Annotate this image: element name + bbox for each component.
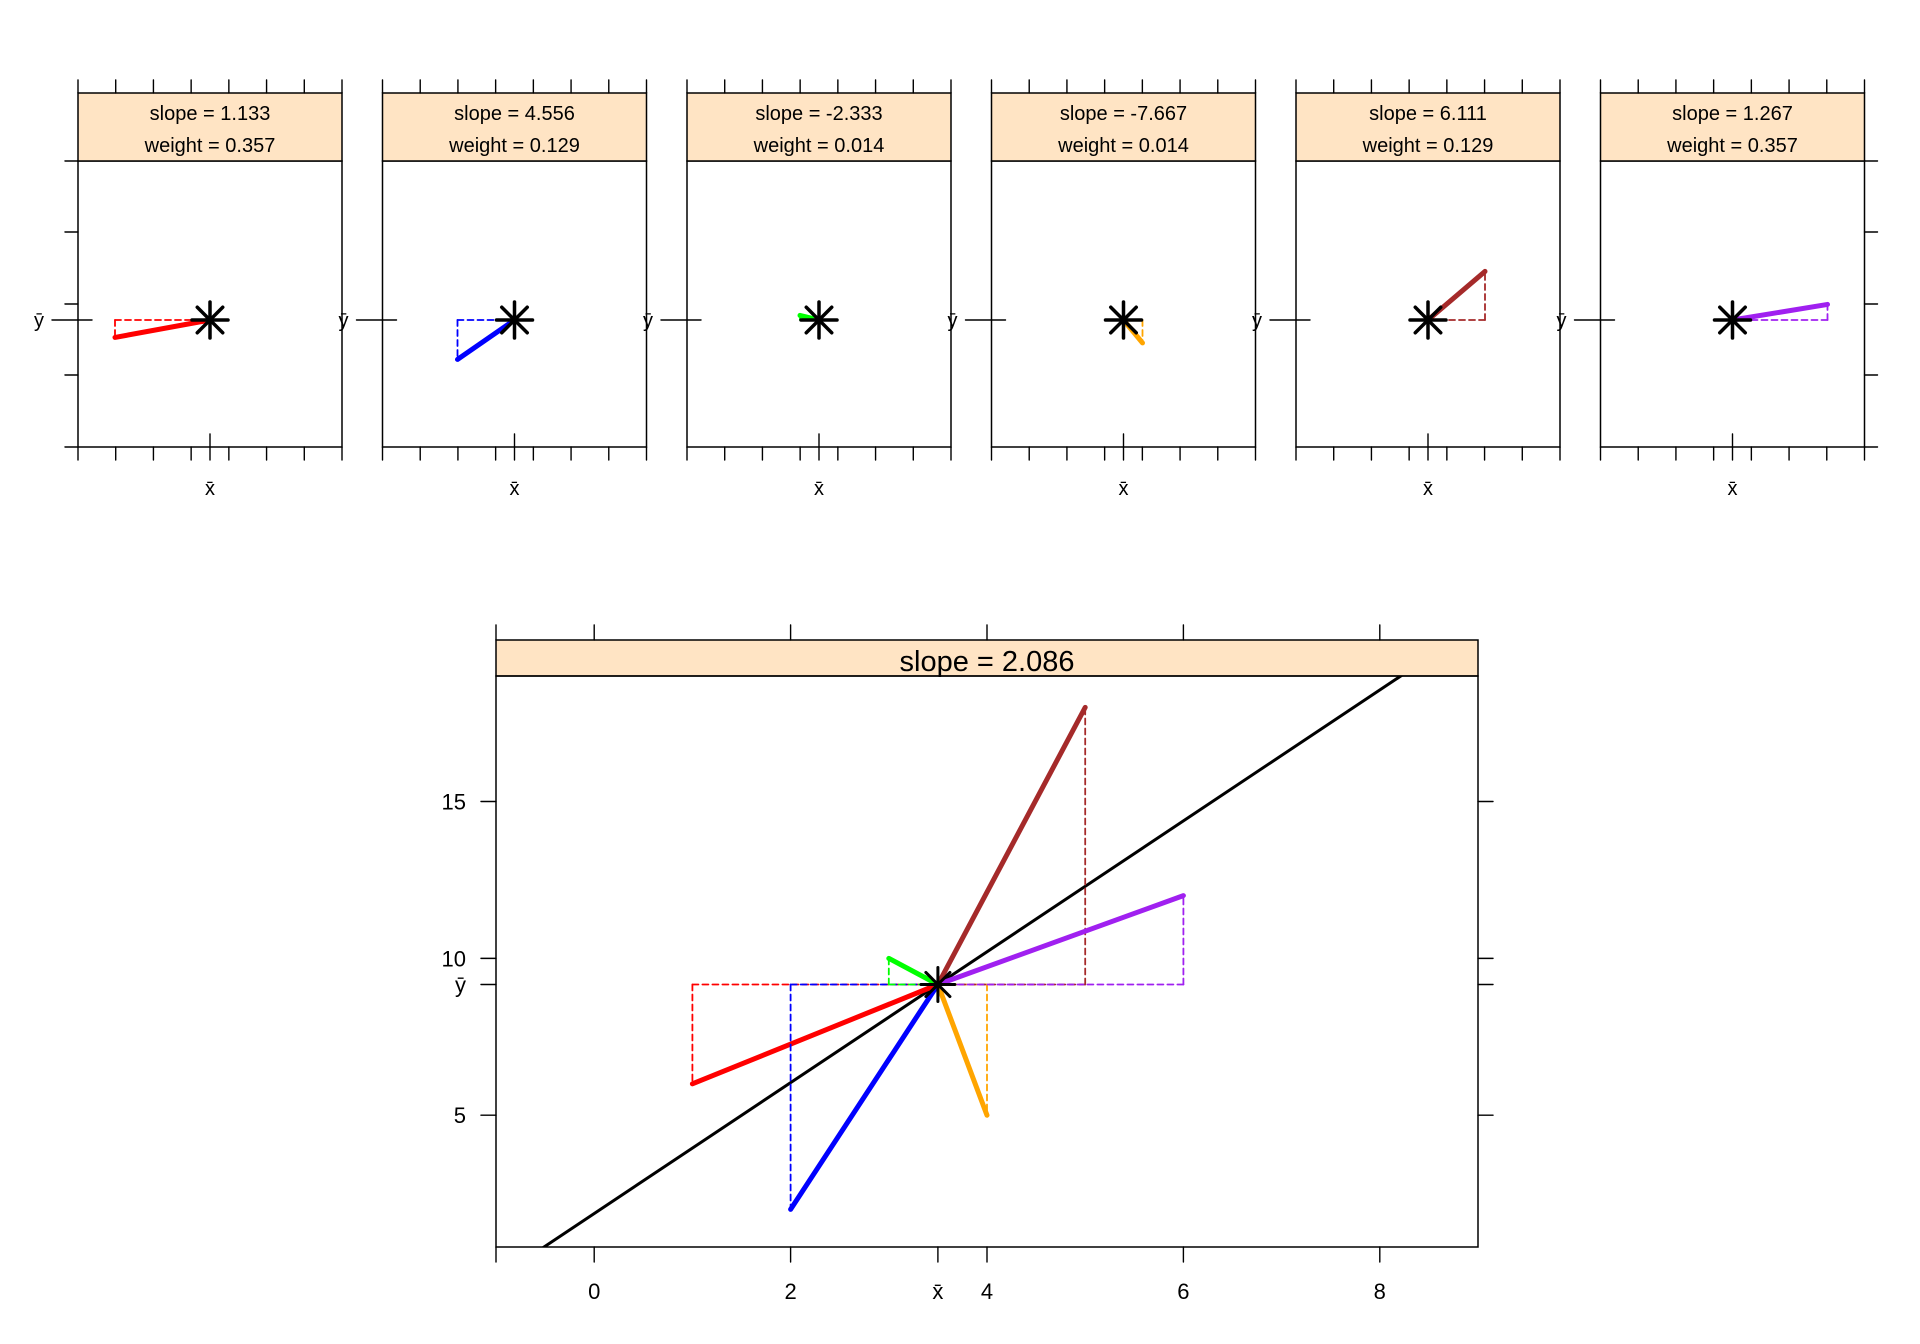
x-tick-label: 0 [588,1279,600,1304]
center-star-stroke [924,970,952,999]
combined-axes: 0 2 4 6 8 5 10 15 x̄ ȳ [442,624,1494,1304]
center-star-stroke [1413,305,1443,335]
panel-strip [1599,92,1866,162]
strip-slope-label: slope = 6.111 [1369,103,1487,125]
panel-strip [381,92,648,162]
center-star-stroke [195,305,225,335]
slope-segment [935,893,1186,987]
fitted-slope-line [541,676,1404,1247]
strip-weight-label: weight = 0.129 [1362,135,1494,157]
slope-segment [788,981,941,1212]
center-star-stroke [1109,305,1138,335]
panel-strip [990,92,1257,162]
series-point-5 [935,704,1088,987]
combined-strip [495,639,1479,677]
center-star [1712,300,1753,340]
center-star [799,300,839,340]
series-point-4 [935,981,990,1118]
strip-weight-label: weight = 0.357 [1666,135,1798,157]
ybar-label: ȳ [1252,310,1262,332]
slope-segment [886,955,941,987]
panel-ticks [660,79,952,461]
strip-weight-label: weight = 0.014 [1057,135,1189,157]
series-point-3 [886,955,941,987]
small-panel-4: slope = -7.667 weight = 0.014 x̄ ȳ [948,79,1257,500]
x-tick-label: 6 [1177,1279,1189,1304]
xbar-label: x̄ [814,478,824,500]
xbar-label: x̄ [205,478,215,500]
slope-segment [455,317,517,362]
strip-slope-label: slope = 1.133 [150,103,271,125]
ybar-label: ȳ [643,310,653,332]
ybar-label: ȳ [1557,310,1567,332]
center-star-stroke [804,305,834,335]
ybar-label: ȳ [455,972,466,997]
x-tick-label: 8 [1374,1279,1386,1304]
small-panel-6: slope = 1.267 weight = 0.357 x̄ ȳ [1557,79,1879,500]
center-star [190,300,230,340]
y-tick-label: 15 [442,789,466,814]
panel-strip [686,92,952,162]
slope-segment [112,317,213,340]
xbar-label: x̄ [1423,478,1433,500]
center-star [1408,300,1448,340]
panel-ticks [1269,79,1561,461]
xbar-label: x̄ [932,1279,943,1304]
ybar-label: ȳ [948,310,958,332]
small-panel-5: slope = 6.111 weight = 0.129 x̄ ȳ [1252,79,1561,500]
xbar-label: x̄ [1119,478,1129,500]
panel-ticks [1573,79,1879,461]
panel-strip [77,92,343,162]
small-panel-3: slope = -2.333 weight = 0.014 x̄ ȳ [643,79,952,500]
combined-slope-panel: slope = 2.086 0 2 4 6 8 5 10 15 x̄ ȳ [442,624,1494,1304]
strip-slope-label: slope = -2.333 [755,103,882,125]
combined-plot-area [541,676,1404,1247]
strip-weight-label: weight = 0.014 [753,135,885,157]
y-tick-label: 5 [454,1103,466,1128]
x-tick-label: 4 [981,1279,993,1304]
center-star-stroke [500,305,529,335]
slope-segment [1730,301,1830,323]
xbar-label: x̄ [510,478,520,500]
center-star [1103,300,1144,340]
ybar-label: ȳ [34,310,44,332]
panel-ticks [964,79,1257,461]
combined-frame [495,675,1479,1248]
small-panel-1: slope = 1.133 weight = 0.357 x̄ ȳ [34,79,343,500]
center-star [494,300,535,340]
strip-weight-label: weight = 0.129 [448,135,580,157]
series-point-2 [788,981,941,1212]
small-panel-2: slope = 4.556 weight = 0.129 x̄ ȳ [339,79,648,500]
y-tick-label: 10 [442,946,466,971]
combined-center-star [919,965,957,1003]
slope-segment [689,981,941,1087]
strip-slope-label: slope = 4.556 [454,103,575,125]
series-point-1 [689,981,941,1087]
panel-strip [1295,92,1561,162]
panel-ticks [355,79,648,461]
strip-slope-label: slope = 1.267 [1672,103,1793,125]
strip-slope-label: slope = -7.667 [1060,103,1187,125]
slope-segment [935,704,1088,987]
slope-segment [935,981,990,1118]
ybar-label: ȳ [339,310,349,332]
series-point-6 [935,893,1186,987]
x-tick-label: 2 [784,1279,796,1304]
combined-title: slope = 2.086 [900,646,1075,678]
panel-ticks [51,79,343,461]
strip-weight-label: weight = 0.357 [144,135,276,157]
center-star-stroke [1718,305,1747,335]
xbar-label: x̄ [1728,478,1738,500]
